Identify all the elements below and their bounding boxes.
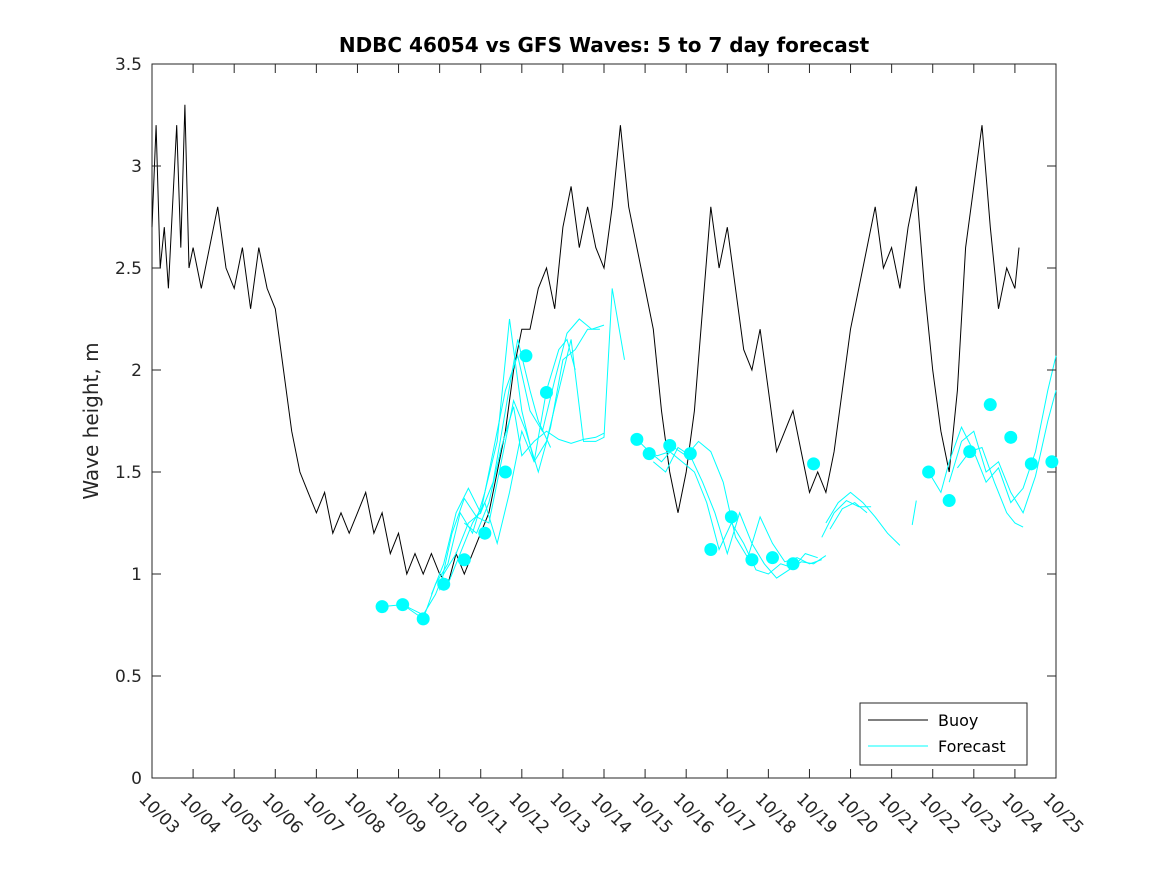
forecast-line-3 (439, 328, 600, 591)
forecast-marker (663, 438, 677, 452)
legend-buoy-label: Buoy (938, 711, 978, 730)
x-tick-label: 10/11 (463, 789, 512, 838)
x-tick-label: 10/20 (833, 789, 882, 838)
x-tick-label: 10/21 (874, 789, 923, 838)
x-tick-label: 10/13 (545, 789, 594, 838)
forecast-marker (724, 510, 738, 524)
y-tick-label: 2.5 (115, 259, 142, 279)
x-tick-label: 10/17 (710, 789, 759, 838)
forecast-line-9 (825, 491, 901, 546)
forecast-line-2 (430, 318, 605, 595)
x-tick-label: 10/10 (422, 789, 471, 838)
forecast-marker (498, 465, 512, 479)
x-tick-label: 10/05 (217, 789, 266, 838)
y-tick-label: 3 (131, 157, 142, 177)
forecast-marker (765, 551, 779, 565)
forecast-line-4 (447, 288, 625, 585)
forecast-line-5 (463, 406, 605, 535)
forecast-marker (1024, 457, 1038, 471)
x-tick-label: 10/18 (751, 789, 800, 838)
buoy-series-line (151, 104, 1020, 586)
y-axis: 0 0.5 1 1.5 2 2.5 3 3.5 (115, 55, 1056, 789)
legend-box (859, 702, 1028, 766)
x-tick-label: 10/09 (381, 789, 430, 838)
y-tick-label: 0 (131, 769, 142, 789)
x-tick-label: 10/22 (915, 789, 964, 838)
y-tick-label: 1.5 (115, 463, 142, 483)
forecast-marker (375, 600, 389, 614)
x-tick-label: 10/07 (299, 789, 348, 838)
x-tick-label: 10/06 (258, 789, 307, 838)
legend-forecast-label: Forecast (938, 737, 1006, 756)
y-axis-label: Wave height, m (79, 342, 103, 499)
forecast-marker (983, 398, 997, 412)
x-tick-label: 10/25 (1038, 789, 1087, 838)
forecast-marker (807, 457, 821, 471)
forecast-marker (478, 526, 492, 540)
chart-title: NDBC 46054 vs GFS Waves: 5 to 7 day fore… (339, 33, 870, 57)
x-tick-label: 10/14 (586, 789, 635, 838)
forecast-marker (1004, 430, 1018, 444)
forecast-marker (922, 465, 936, 479)
y-tick-label: 0.5 (115, 667, 142, 687)
forecast-marker (437, 577, 451, 591)
forecast-marker (416, 612, 430, 626)
plot-area (151, 63, 1059, 779)
forecast-line-10 (821, 499, 872, 538)
x-tick-label: 10/15 (628, 789, 677, 838)
forecast-marker (745, 553, 759, 567)
x-tick-label: 10/12 (504, 789, 553, 838)
forecast-marker (539, 385, 553, 399)
x-tick-label: 10/03 (134, 789, 183, 838)
x-tick-label: 10/19 (792, 789, 841, 838)
forecast-marker (630, 432, 644, 446)
x-tick-label: 10/04 (176, 789, 225, 838)
forecast-marker (642, 447, 656, 461)
x-tick-label: 10/23 (956, 789, 1005, 838)
legend: Buoy Forecast (859, 702, 1028, 766)
forecast-marker (963, 445, 977, 459)
x-tick-label: 10/08 (340, 789, 389, 838)
y-tick-label: 3.5 (115, 55, 142, 75)
forecast-marker (786, 557, 800, 571)
forecast-line-14 (948, 390, 1057, 514)
forecast-marker (683, 447, 697, 461)
y-tick-label: 2 (131, 361, 142, 381)
forecast-line-0 (382, 339, 552, 616)
forecast-marker (942, 494, 956, 508)
forecast-line-1 (402, 318, 576, 620)
forecast-line-12 (911, 500, 917, 526)
forecast-line-11 (829, 502, 868, 530)
x-tick-label: 10/24 (997, 789, 1046, 838)
forecast-marker (396, 598, 410, 612)
forecast-marker (1045, 455, 1059, 469)
axes-frame (151, 63, 1057, 779)
forecast-marker (519, 349, 533, 363)
y-tick-label: 1 (131, 565, 142, 585)
x-tick-label: 10/16 (669, 789, 718, 838)
forecast-marker (457, 553, 471, 567)
forecast-marker (704, 543, 718, 557)
